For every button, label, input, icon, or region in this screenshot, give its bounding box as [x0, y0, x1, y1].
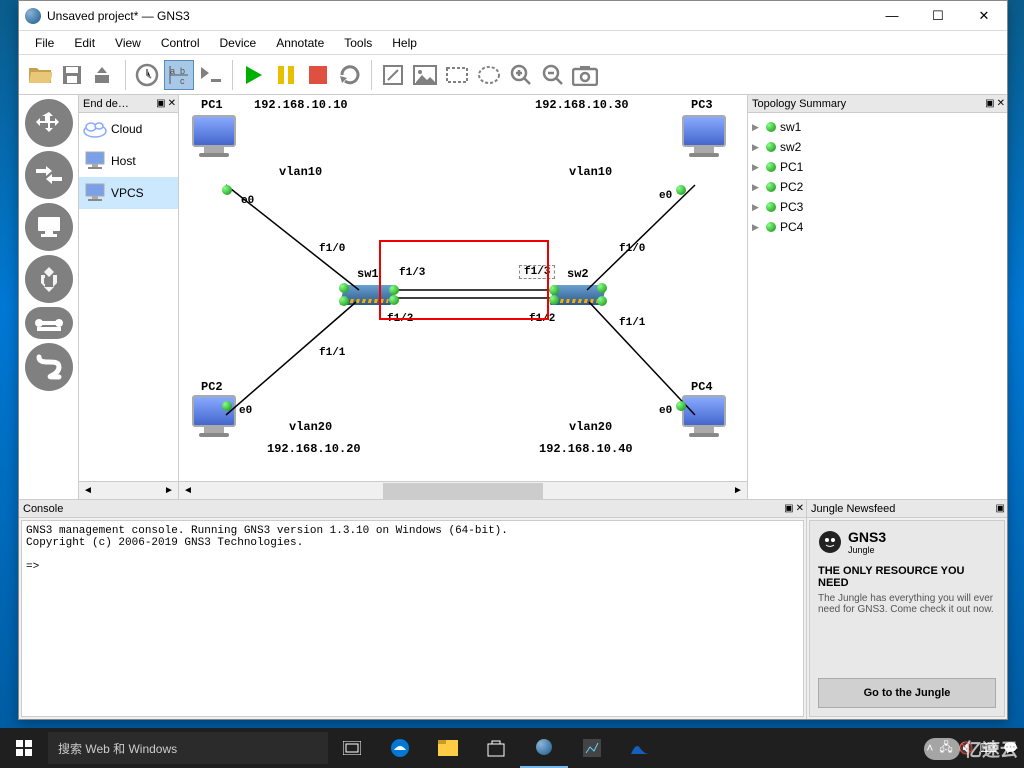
- security-icon[interactable]: ▶|: [25, 255, 73, 303]
- topo-item-pc4[interactable]: ▶PC4: [752, 217, 1003, 237]
- menu-view[interactable]: View: [105, 36, 151, 50]
- stop-icon[interactable]: [303, 60, 333, 90]
- devices-panel-title[interactable]: End de…▣✕: [79, 95, 178, 113]
- console-icon[interactable]: [196, 60, 226, 90]
- taskbar[interactable]: 搜索 Web 和 Windows ˄ 🖧 🔇 ⌨ 💬: [0, 728, 1024, 768]
- newsfeed-body: The Jungle has everything you will ever …: [818, 593, 996, 615]
- highlight-box: [379, 240, 549, 320]
- menubar: File Edit View Control Device Annotate T…: [19, 31, 1007, 55]
- screenshot-icon[interactable]: [570, 60, 600, 90]
- float-icon[interactable]: ▣: [784, 503, 793, 514]
- close-panel-icon[interactable]: ✕: [997, 98, 1005, 109]
- clock-icon[interactable]: [132, 60, 162, 90]
- taskbar-search[interactable]: 搜索 Web 和 Windows: [48, 732, 328, 764]
- rect-icon[interactable]: [442, 60, 472, 90]
- maximize-button[interactable]: ☐: [915, 1, 961, 31]
- canvas-scroll-left-icon[interactable]: ◄: [179, 482, 197, 500]
- scroll-right-icon[interactable]: ►: [160, 482, 178, 500]
- close-panel-icon[interactable]: ✕: [796, 503, 804, 514]
- play-icon[interactable]: [239, 60, 269, 90]
- routers-icon[interactable]: [25, 99, 73, 147]
- menu-file[interactable]: File: [25, 36, 64, 50]
- topo-item-sw2[interactable]: ▶sw2: [752, 137, 1003, 157]
- close-button[interactable]: ✕: [961, 1, 1007, 31]
- toolbar: abc: [19, 55, 1007, 95]
- menu-help[interactable]: Help: [382, 36, 427, 50]
- float-icon[interactable]: ▣: [985, 98, 994, 109]
- menu-annotate[interactable]: Annotate: [266, 36, 334, 50]
- window-title: Unsaved project* — GNS3: [47, 9, 190, 23]
- canvas-scroll-right-icon[interactable]: ►: [729, 482, 747, 500]
- device-toolbar: ▶|: [19, 95, 79, 499]
- device-vpcs[interactable]: VPCS: [79, 177, 178, 209]
- wireshark-icon[interactable]: [616, 728, 664, 768]
- device-host[interactable]: Host: [79, 145, 178, 177]
- titlebar[interactable]: Unsaved project* — GNS3 — ☐ ✕: [19, 1, 1007, 31]
- all-devices-icon[interactable]: [25, 307, 73, 339]
- save-icon[interactable]: [57, 60, 87, 90]
- watermark: 亿速云: [924, 736, 1018, 762]
- explorer-icon[interactable]: [424, 728, 472, 768]
- devices-panel: End de…▣✕ Cloud Host VPCS ◄ ►: [79, 95, 179, 499]
- ellipse-icon[interactable]: [474, 60, 504, 90]
- close-panel-icon[interactable]: ✕: [168, 98, 176, 109]
- start-button[interactable]: [0, 728, 48, 768]
- float-icon[interactable]: ▣: [156, 98, 165, 109]
- newsfeed-panel: Jungle Newsfeed▣ GNS3Jungle THE ONLY RES…: [807, 500, 1007, 719]
- topology-canvas[interactable]: PC1 192.168.10.10 PC2 192.168.10.20 PC3 …: [179, 95, 747, 481]
- topo-item-pc3[interactable]: ▶PC3: [752, 197, 1003, 217]
- topo-item-pc1[interactable]: ▶PC1: [752, 157, 1003, 177]
- console-panel: Console▣✕ GNS3 management console. Runni…: [19, 500, 807, 719]
- topo-item-pc2[interactable]: ▶PC2: [752, 177, 1003, 197]
- zoom-in-icon[interactable]: [506, 60, 536, 90]
- menu-edit[interactable]: Edit: [64, 36, 105, 50]
- switches-icon[interactable]: [25, 151, 73, 199]
- link-icon[interactable]: [25, 343, 73, 391]
- app-icon: [25, 8, 41, 24]
- svg-text:c: c: [180, 76, 185, 86]
- svg-text:▶|: ▶|: [44, 276, 52, 285]
- open-icon[interactable]: [25, 60, 55, 90]
- minimize-button[interactable]: —: [869, 1, 915, 31]
- menu-device[interactable]: Device: [210, 36, 267, 50]
- edge-icon[interactable]: [376, 728, 424, 768]
- gns3-taskbar-icon[interactable]: [520, 728, 568, 768]
- gns3-window: Unsaved project* — GNS3 — ☐ ✕ File Edit …: [18, 0, 1008, 720]
- menu-tools[interactable]: Tools: [334, 36, 382, 50]
- scroll-left-icon[interactable]: ◄: [79, 482, 97, 500]
- task-view-icon[interactable]: [328, 728, 376, 768]
- newsfeed-headline: THE ONLY RESOURCE YOU NEED: [818, 565, 996, 589]
- float-icon[interactable]: ▣: [996, 503, 1005, 514]
- import-icon[interactable]: [89, 60, 119, 90]
- zoom-out-icon[interactable]: [538, 60, 568, 90]
- gns3-jungle-logo: GNS3Jungle: [818, 529, 996, 555]
- store-icon[interactable]: [472, 728, 520, 768]
- pause-icon[interactable]: [271, 60, 301, 90]
- topo-item-sw1[interactable]: ▶sw1: [752, 117, 1003, 137]
- console-output[interactable]: GNS3 management console. Running GNS3 ve…: [21, 520, 804, 717]
- end-devices-icon[interactable]: [25, 203, 73, 251]
- note-icon[interactable]: [378, 60, 408, 90]
- app-icon-1[interactable]: [568, 728, 616, 768]
- menu-control[interactable]: Control: [151, 36, 210, 50]
- device-cloud[interactable]: Cloud: [79, 113, 178, 145]
- topology-summary-panel: Topology Summary▣✕ ▶sw1 ▶sw2 ▶PC1 ▶PC2 ▶…: [747, 95, 1007, 499]
- reload-icon[interactable]: [335, 60, 365, 90]
- image-icon[interactable]: [410, 60, 440, 90]
- labels-icon[interactable]: abc: [164, 60, 194, 90]
- go-to-jungle-button[interactable]: Go to the Jungle: [818, 678, 996, 708]
